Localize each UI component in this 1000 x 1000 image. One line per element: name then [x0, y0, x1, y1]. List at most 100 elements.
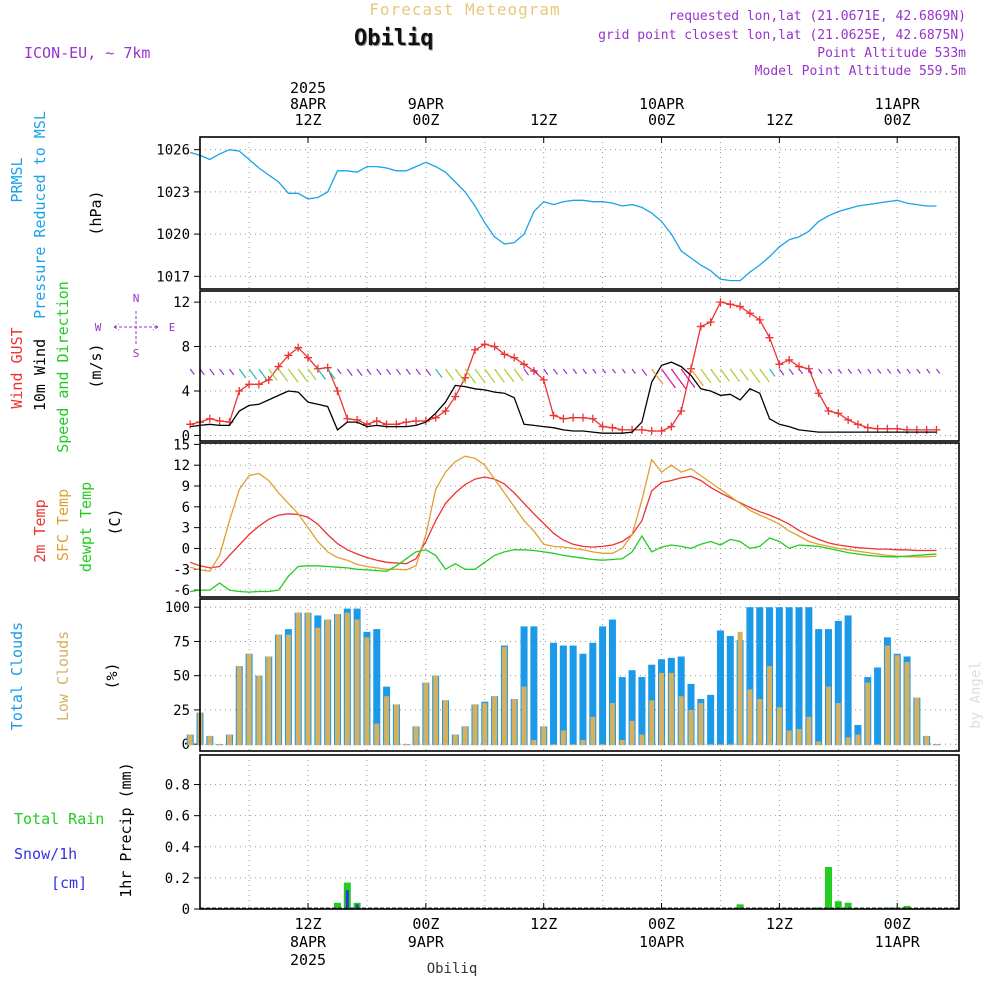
- panel-frame: [199, 290, 960, 442]
- gust-marker: [333, 387, 342, 395]
- wind-dir-arrow: [307, 368, 317, 381]
- dewpt-line: [190, 534, 937, 593]
- wind-dir-arrow: [769, 368, 776, 377]
- low-cloud-bar: [364, 637, 370, 746]
- gust-marker: [657, 427, 666, 435]
- low-cloud-bar: [295, 612, 301, 746]
- gust-marker: [235, 387, 244, 395]
- wind-dir-arrow: [228, 368, 235, 376]
- total-cloud-bar: [520, 626, 528, 746]
- gust-marker: [569, 413, 578, 422]
- wind-dir-arrow: [268, 368, 278, 381]
- gust-marker: [510, 353, 519, 362]
- wind-dir-arrow: [886, 368, 892, 374]
- low-cloud-bar: [698, 703, 704, 746]
- wind-dir-arrow: [503, 368, 515, 383]
- wind-dir-arrow: [287, 368, 299, 383]
- wind-dir-arrow: [896, 368, 901, 374]
- wind-dir-arrow: [729, 368, 741, 382]
- y-tick-label: 0: [182, 902, 190, 918]
- gust-marker: [883, 424, 892, 433]
- gust-marker: [687, 364, 695, 373]
- wind-dir-arrow: [867, 368, 872, 374]
- gust-marker: [372, 417, 381, 425]
- time-label-top: 00Z: [648, 111, 675, 129]
- total-clouds-label: Total Clouds: [8, 622, 26, 730]
- wind-dir-arrow: [445, 368, 455, 381]
- wind-dir-arrow: [651, 368, 664, 385]
- gust-marker: [215, 417, 224, 425]
- time-label-bottom: 2025: [290, 951, 326, 969]
- wind-dir-arrow: [778, 368, 785, 376]
- time-label-top: 10APR: [639, 95, 685, 113]
- low-cloud-bar: [462, 726, 468, 746]
- time-label-top: 11APR: [875, 95, 921, 113]
- snow-bar: [355, 904, 359, 909]
- wind-dir-arrow: [238, 368, 247, 379]
- total-cloud-bar: [874, 667, 882, 746]
- wind-dir-arrow: [484, 368, 496, 383]
- low-cloud-bar: [433, 675, 439, 746]
- low-cloud-bar: [786, 730, 792, 746]
- low-cloud-bar: [884, 645, 890, 746]
- y-tick-label: 12: [173, 295, 190, 311]
- y-tick-label: 25: [173, 703, 190, 719]
- low-cloud-bar: [767, 666, 773, 746]
- gust-marker: [844, 415, 853, 424]
- wind-dir-arrow: [327, 368, 336, 380]
- wind-dir-arrow: [592, 368, 597, 374]
- low-cloud-bar: [688, 709, 694, 746]
- requested-coords: requested lon,lat (21.0671E, 42.6869N): [668, 9, 966, 24]
- total-cloud-bar: [530, 626, 538, 746]
- wind-dir-arrow: [366, 368, 372, 376]
- low-cloud-bar: [806, 716, 812, 746]
- y-tick-label: 8: [182, 340, 190, 356]
- gust-marker: [853, 420, 862, 429]
- dewpt-label: dewpt Temp: [77, 482, 95, 572]
- low-cloud-bar: [511, 698, 517, 746]
- time-label-top: 2025: [290, 79, 326, 97]
- low-cloud-bar: [727, 744, 733, 746]
- low-cloud-bar: [325, 619, 331, 746]
- wind-dir-arrow: [533, 368, 539, 376]
- gust-marker: [402, 418, 411, 427]
- wind-dir-arrow: [661, 368, 676, 389]
- gust-marker: [736, 302, 745, 311]
- low-cloud-bar: [443, 700, 448, 746]
- total-cloud-bar: [628, 670, 636, 746]
- wind-dir-arrow: [336, 368, 342, 375]
- wind-gust-label: Wind GUST: [8, 327, 26, 408]
- wind-dir-arrow: [690, 368, 704, 387]
- temp-unit: (C): [106, 508, 124, 535]
- low-cloud-bar: [757, 698, 763, 746]
- low-cloud-bar: [668, 672, 674, 746]
- gust-marker: [549, 411, 558, 420]
- wind-dir-arrow: [837, 368, 843, 374]
- low-cloud-bar: [531, 740, 537, 746]
- pressure-label-msl: Pressure Reduced to MSL: [31, 111, 49, 319]
- gust-marker: [578, 413, 587, 422]
- total-cloud-bar: [746, 607, 754, 746]
- low-cloud-bar: [374, 723, 380, 746]
- gust-marker: [647, 427, 656, 435]
- rain-bar: [824, 867, 832, 909]
- wind-dir-arrow: [670, 368, 687, 389]
- y-tick-label: 4: [182, 384, 190, 400]
- gust-marker: [559, 414, 568, 423]
- low-cloud-bar: [590, 716, 596, 746]
- total-cloud-bar: [716, 630, 724, 746]
- snow-bar: [345, 890, 349, 909]
- gust-marker: [873, 424, 882, 433]
- low-cloud-bar: [551, 744, 557, 746]
- total-cloud-bar: [815, 629, 823, 746]
- snow-unit-label: [cm]: [51, 874, 87, 892]
- total-cloud-bar: [569, 645, 577, 746]
- low-cloud-bar: [226, 734, 232, 746]
- low-cloud-bar: [776, 707, 782, 746]
- total-cloud-bar: [579, 653, 587, 746]
- wind-dir-arrow: [474, 368, 486, 384]
- y-tick-label: 12: [173, 458, 190, 474]
- low-cloud-bar: [472, 704, 478, 746]
- low-cloud-bar: [609, 703, 615, 746]
- gust-marker: [441, 407, 450, 415]
